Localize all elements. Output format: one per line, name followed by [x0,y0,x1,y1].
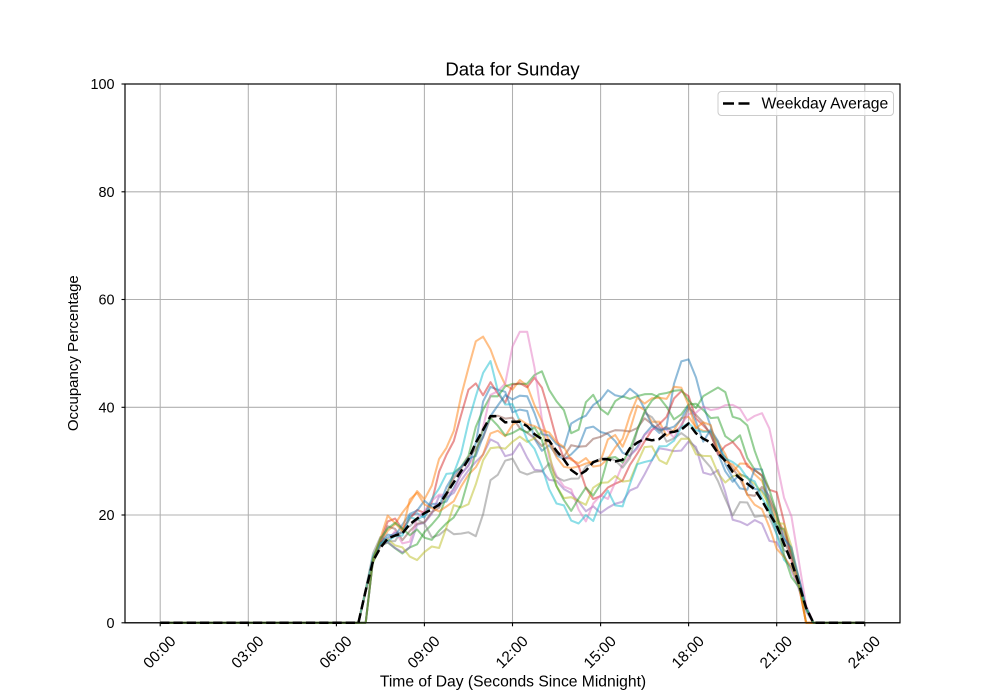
svg-text:Occupancy Percentage: Occupancy Percentage [65,275,82,431]
svg-text:0: 0 [106,616,114,632]
svg-text:40: 40 [98,400,114,416]
svg-text:Time of Day (Seconds Since Mid: Time of Day (Seconds Since Midnight) [380,673,646,690]
svg-text:Data for Sunday: Data for Sunday [445,59,580,80]
svg-text:20: 20 [98,508,114,524]
svg-text:100: 100 [90,77,114,93]
svg-text:Weekday Average: Weekday Average [762,96,889,113]
svg-text:80: 80 [98,185,114,201]
svg-text:60: 60 [98,293,114,309]
